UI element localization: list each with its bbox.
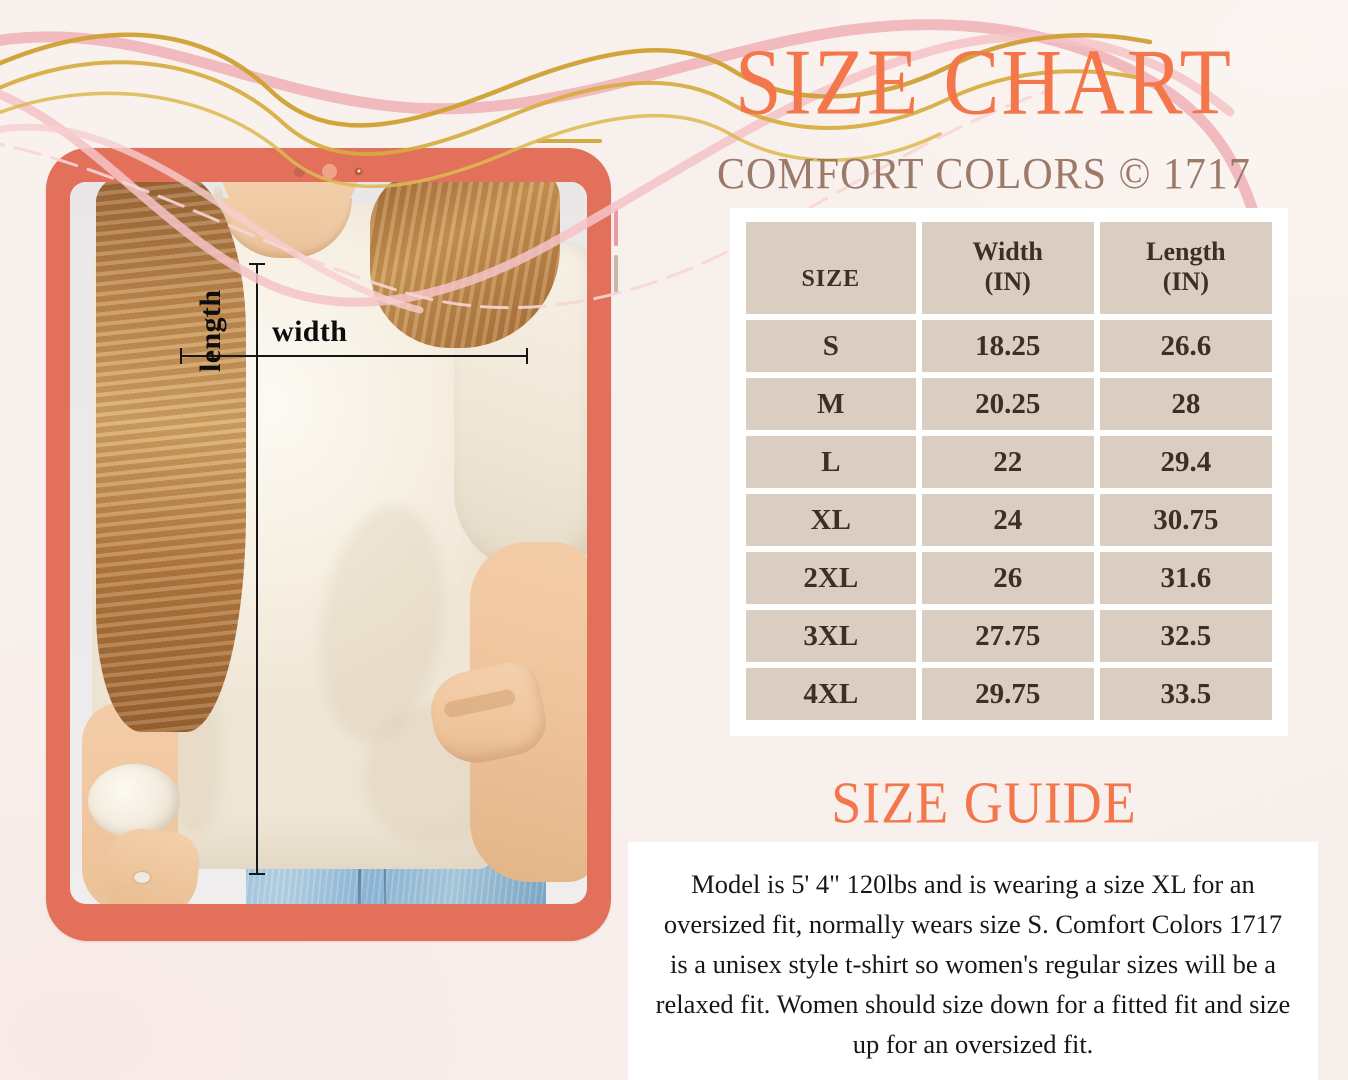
table-row: 3XL 27.75 32.5: [746, 610, 1272, 662]
table-header-row: SIZE Width (IN) Length (IN): [746, 222, 1272, 314]
tablet-side-button-top: [614, 208, 618, 246]
tablet-camera-dots: [46, 162, 611, 180]
table-row: M 20.25 28: [746, 378, 1272, 430]
table-row: 4XL 29.75 33.5: [746, 668, 1272, 720]
size-table-body: S 18.25 26.6 M 20.25 28 L 22 29.4: [746, 320, 1272, 720]
right-column: SIZE CHART COMFORT COLORS © 1717 SIZE Wi…: [620, 0, 1348, 1080]
cell-length: 31.6: [1099, 552, 1272, 604]
column-header-size: SIZE: [746, 222, 916, 314]
ring: [134, 872, 150, 883]
tablet-frame: width length: [46, 148, 611, 941]
table-row: XL 24 30.75: [746, 494, 1272, 546]
gold-dash-accent: [536, 139, 602, 143]
scrunchie: [88, 764, 180, 838]
cell-width: 18.25: [921, 320, 1094, 372]
cell-width: 27.75: [921, 610, 1094, 662]
cell-size: XL: [746, 494, 916, 546]
page-subtitle: COMFORT COLORS © 1717: [717, 150, 1251, 199]
cell-size: 4XL: [746, 668, 916, 720]
model-photo: [70, 182, 587, 904]
cell-length: 26.6: [1099, 320, 1272, 372]
page-title: SIZE CHART: [735, 30, 1233, 135]
left-hand: [101, 825, 203, 904]
cell-length: 29.4: [1099, 436, 1272, 488]
size-guide-body: Model is 5' 4" 120lbs and is wearing a s…: [655, 869, 1291, 1059]
cell-size: M: [746, 378, 916, 430]
column-header-size-label: SIZE: [801, 266, 861, 292]
cell-width: 29.75: [921, 668, 1094, 720]
size-guide-title: SIZE GUIDE: [831, 769, 1137, 836]
cell-size: L: [746, 436, 916, 488]
cell-length: 32.5: [1099, 610, 1272, 662]
cell-width: 22: [921, 436, 1094, 488]
size-table-head: SIZE Width (IN) Length (IN): [746, 222, 1272, 314]
table-row: S 18.25 26.6: [746, 320, 1272, 372]
table-row: L 22 29.4: [746, 436, 1272, 488]
cell-length: 28: [1099, 378, 1272, 430]
table-row: 2XL 26 31.6: [746, 552, 1272, 604]
column-header-width-unit: (IN): [984, 267, 1031, 296]
sensor-dot-icon: [354, 166, 363, 176]
column-header-length: Length (IN): [1099, 222, 1272, 314]
cell-size: 3XL: [746, 610, 916, 662]
cell-size: 2XL: [746, 552, 916, 604]
cell-width: 24: [921, 494, 1094, 546]
cell-width: 20.25: [921, 378, 1094, 430]
size-table: SIZE Width (IN) Length (IN): [740, 216, 1278, 726]
tablet-side-button-bottom: [614, 255, 618, 293]
column-header-width: Width (IN): [921, 222, 1094, 314]
tablet-screen: width length: [70, 182, 587, 904]
cell-size: S: [746, 320, 916, 372]
camera-dot-icon: [294, 165, 305, 177]
cell-length: 30.75: [1099, 494, 1272, 546]
column-header-length-label: Length: [1146, 237, 1226, 266]
size-table-card: SIZE Width (IN) Length (IN): [730, 208, 1288, 736]
hair-left: [96, 182, 246, 732]
size-guide-card: Model is 5' 4" 120lbs and is wearing a s…: [628, 842, 1318, 1080]
column-header-length-unit: (IN): [1162, 267, 1209, 296]
cell-width: 26: [921, 552, 1094, 604]
cell-length: 33.5: [1099, 668, 1272, 720]
column-header-width-label: Width: [972, 237, 1043, 266]
speaker-dot-icon: [322, 163, 337, 179]
